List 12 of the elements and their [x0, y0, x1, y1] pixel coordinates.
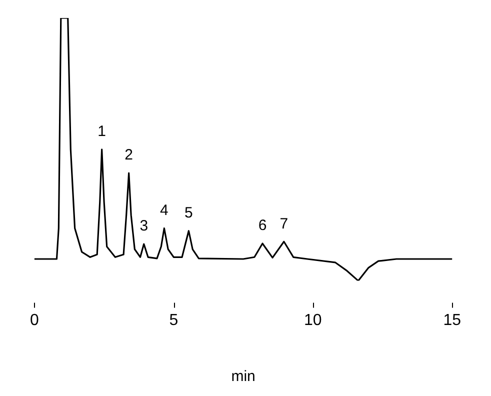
x-axis-title: min — [231, 368, 256, 386]
annotation: 2 — [124, 146, 134, 164]
annotation: 4 — [160, 202, 168, 219]
annotation: 5 — [184, 204, 193, 222]
annotation: 6 — [258, 217, 267, 234]
x-tick-label: 0 — [30, 312, 39, 329]
x-tick-label: 15 — [443, 312, 462, 329]
annotation: 1 — [98, 123, 106, 140]
x-tick-label: 10 — [304, 312, 322, 329]
annotation: 3 — [140, 218, 148, 235]
annotation: 7 — [280, 215, 288, 232]
x-tick-label: 5 — [169, 312, 178, 329]
